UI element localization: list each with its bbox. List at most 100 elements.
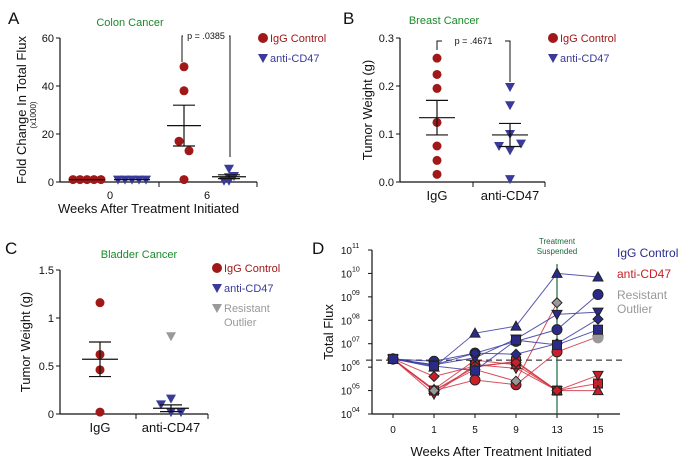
x-tick-label: 6	[204, 190, 210, 202]
y-tick-exponent: 04	[352, 407, 360, 414]
legend-marker	[258, 33, 268, 43]
x-tick-label: 9	[513, 425, 519, 436]
y-tick-exponent: 11	[352, 243, 359, 250]
series-point	[429, 360, 439, 371]
data-point	[184, 146, 194, 156]
y-tick-label: 10	[341, 410, 353, 421]
bracket-left	[436, 40, 442, 50]
data-point	[505, 175, 515, 185]
legend-item: IgG Control	[212, 263, 280, 275]
legend-label: Resistant	[224, 303, 270, 315]
series-point	[551, 297, 563, 309]
y-tick-label: 60	[42, 33, 54, 45]
legend-marker	[548, 33, 558, 43]
treatment-suspended-label: Treatment	[539, 237, 576, 246]
series-point	[510, 320, 522, 331]
legend-item: anti-CD47	[258, 53, 320, 65]
series-point	[551, 309, 563, 321]
panel-a: A Colon Cancer 0 20 40 60 0 6 Fold Change In Tot…	[8, 9, 326, 216]
legend-label: Resistant	[617, 288, 668, 302]
series-line	[392, 358, 598, 392]
data-point	[224, 164, 234, 174]
chart-title: Bladder Cancer	[101, 249, 178, 261]
y-tick-label: 0.3	[379, 33, 394, 45]
data-point	[432, 141, 442, 151]
data-point	[505, 146, 515, 156]
x-tick-label: 13	[551, 425, 563, 436]
x-tick-label: 5	[472, 425, 478, 436]
data-point	[432, 69, 442, 79]
bracket-right	[505, 40, 511, 82]
y-tick-exponent: 10	[352, 266, 360, 273]
series-point	[551, 384, 563, 397]
legend-marker	[548, 54, 558, 63]
treatment-suspended-label: Suspended	[537, 247, 577, 256]
x-tick-label: anti-CD47	[142, 420, 201, 435]
data-point	[432, 83, 442, 93]
annotation-bg	[183, 30, 229, 42]
legend-label: anti-CD47	[224, 283, 274, 295]
legend-item: IgG Control	[258, 33, 326, 45]
y-tick-label: 1	[48, 313, 54, 325]
series-line	[392, 294, 599, 362]
y-tick-label: 0.1	[379, 129, 394, 141]
series-point	[593, 324, 603, 335]
legend-label: anti-CD47	[560, 53, 610, 65]
panel-letter: D	[312, 239, 324, 258]
series-point	[592, 313, 604, 325]
x-tick-label: 0	[390, 425, 396, 436]
legend-marker	[212, 284, 222, 293]
y-tick-label: 10	[341, 316, 353, 327]
y-tick-label: 0.2	[379, 81, 394, 93]
panel-letter: B	[343, 9, 354, 28]
chart-title: Breast Cancer	[409, 15, 480, 27]
series-point	[592, 289, 604, 301]
y-tick-label: 1.5	[39, 265, 54, 277]
y-tick-exponent: 06	[352, 360, 360, 367]
legend-label: IgG Control	[560, 33, 616, 45]
x-tick-label: IgG	[90, 420, 111, 435]
legend-item: anti-CD47	[212, 283, 274, 295]
data-point	[516, 139, 526, 149]
x-tick-label: 0	[107, 190, 113, 202]
data-point	[179, 175, 189, 185]
series-point	[388, 353, 398, 364]
y-tick-label: 10	[341, 363, 353, 374]
p-value-annotation: p = .4671	[455, 36, 493, 46]
legend-label-2: Outlier	[224, 317, 257, 329]
annotation-bg	[450, 35, 497, 47]
series-point	[510, 356, 522, 369]
x-tick-label: IgG	[427, 188, 448, 203]
series-point	[592, 384, 604, 396]
legend-label: anti-CD47	[270, 53, 320, 65]
series-line	[392, 272, 599, 368]
chart-title: Colon Cancer	[96, 17, 164, 29]
data-point	[432, 53, 442, 63]
y-tick-exponent: 08	[352, 313, 360, 320]
legend-label: IgG Control	[224, 263, 280, 275]
data-point	[505, 101, 515, 111]
p-value-annotation: p = .0385	[187, 31, 225, 41]
x-axis-label: Weeks After Treatment Initiated	[58, 201, 239, 216]
y-tick-label: 0.0	[379, 177, 394, 189]
series-point	[469, 327, 481, 338]
panel-letter: A	[8, 9, 20, 28]
data-point	[95, 298, 105, 308]
series-line	[392, 311, 599, 366]
y-tick-label: 20	[42, 129, 54, 141]
y-tick-label: 0	[48, 409, 54, 421]
data-point	[166, 332, 176, 342]
legend-marker	[212, 304, 222, 313]
series-point	[428, 384, 440, 397]
series-point	[510, 375, 522, 387]
series-line	[392, 318, 599, 366]
data-point	[179, 62, 189, 72]
y-tick-label: 0	[48, 177, 54, 189]
series-point	[470, 365, 480, 376]
series-line	[392, 358, 599, 395]
y-tick-label: 0.5	[39, 361, 54, 373]
panel-b: B Breast Cancer 0.0 0.1 0.2 0.3 IgG anti-CD47 Tu…	[343, 9, 616, 203]
y-tick-label: 10	[341, 340, 353, 351]
